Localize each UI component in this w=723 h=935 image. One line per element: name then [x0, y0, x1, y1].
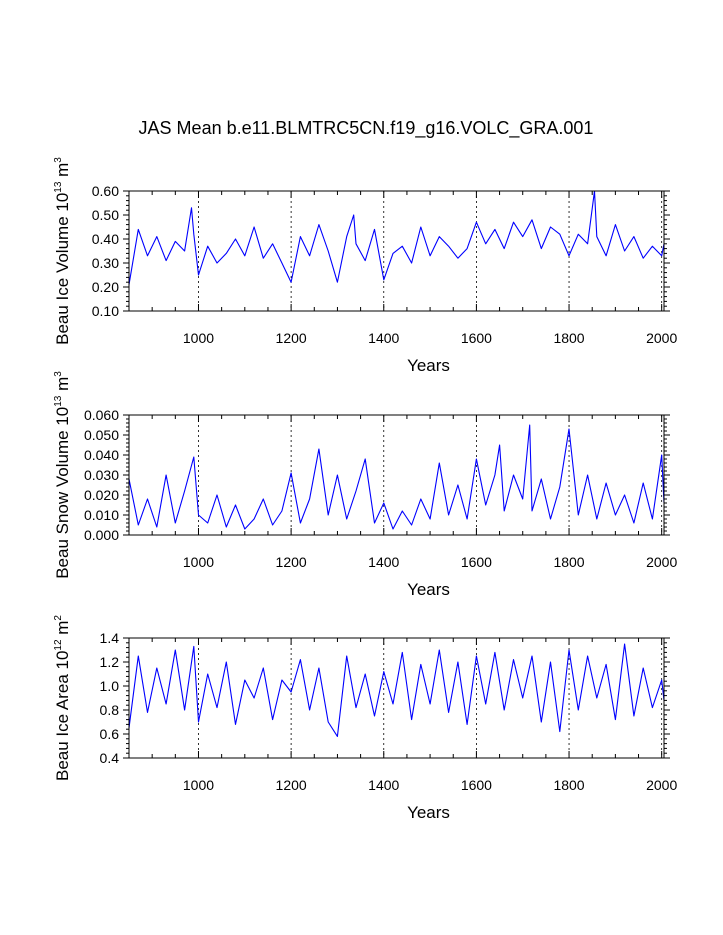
x-tick-label: 2000: [646, 330, 677, 346]
x-tick-label: 1600: [461, 554, 492, 570]
y-tick-label: 0.10: [92, 303, 119, 319]
x-tick-label: 1400: [368, 330, 399, 346]
y-axis-title: Beau Snow Volume 1013 m3: [53, 371, 72, 579]
x-tick-label: 2000: [646, 554, 677, 570]
y-tick-label: 0.60: [92, 183, 119, 199]
figure-title: JAS Mean b.e11.BLMTRC5CN.f19_g16.VOLC_GR…: [139, 118, 594, 139]
y-tick-label: 0.000: [84, 527, 119, 543]
x-tick-label: 1600: [461, 777, 492, 793]
series-line-ice-area: [128, 643, 665, 737]
y-tick-label: 0.040: [84, 447, 119, 463]
x-axis-title: Years: [407, 580, 450, 599]
y-tick-label: 1.4: [100, 630, 120, 646]
x-tick-label: 2000: [646, 777, 677, 793]
y-tick-label: 0.8: [100, 702, 120, 718]
y-tick-label: 0.6: [100, 726, 120, 742]
panel-ice-area: 1000 1200 1400 1600 1800 2000 0.4 0.6 0.8 1.0 1.2 1…: [53, 615, 677, 822]
plot-frame: [128, 637, 665, 759]
x-tick-label: 1200: [276, 330, 307, 346]
series-line-ice-volume: [128, 190, 665, 285]
panels-group: 1000 1200 1400 1600 1800 20000.100.200.300.40…: [53, 157, 677, 822]
y-tick-label: 1.0: [100, 678, 120, 694]
x-tick-label: 1200: [276, 777, 307, 793]
y-tick-label: 0.050: [84, 427, 119, 443]
x-tick-label: 1800: [553, 554, 584, 570]
x-tick-label: 1800: [553, 330, 584, 346]
y-tick-label: 0.030: [84, 467, 119, 483]
x-tick-label: 1200: [276, 554, 307, 570]
y-tick-label: 0.20: [92, 279, 119, 295]
panel-snow-volume: 1000 1200 1400 1600 1800 2000 0.000 0.010 0.020 0…: [53, 371, 677, 599]
x-tick-label: 1000: [183, 554, 214, 570]
y-tick-label: 0.50: [92, 207, 119, 223]
series-line-snow-volume: [128, 424, 665, 530]
x-tick-label: 1000: [183, 777, 214, 793]
plot-frame: [128, 190, 665, 312]
y-tick-label: 0.30: [92, 255, 119, 271]
x-tick-label: 1800: [553, 777, 584, 793]
x-tick-label: 1400: [368, 777, 399, 793]
x-tick-label: 1600: [461, 330, 492, 346]
y-axis-title: Beau Ice Area 1012 m2: [53, 615, 72, 781]
x-tick-label: 1000: [183, 330, 214, 346]
y-axis-title: Beau Ice Volume 1013 m3: [53, 157, 72, 345]
y-tick-label: 0.020: [84, 487, 119, 503]
y-tick-label: 0.4: [100, 750, 120, 766]
x-tick-label: 1400: [368, 554, 399, 570]
panel-ice-volume: 1000 1200 1400 1600 1800 2000 0.10 0.20 0.30 0.40…: [53, 157, 677, 375]
y-tick-label: 1.2: [100, 654, 120, 670]
y-tick-label: 0.40: [92, 231, 119, 247]
x-axis-title: Years: [407, 803, 450, 822]
y-tick-label: 0.010: [84, 507, 119, 523]
x-axis-title: Years: [407, 356, 450, 375]
y-tick-label: 0.060: [84, 407, 119, 423]
